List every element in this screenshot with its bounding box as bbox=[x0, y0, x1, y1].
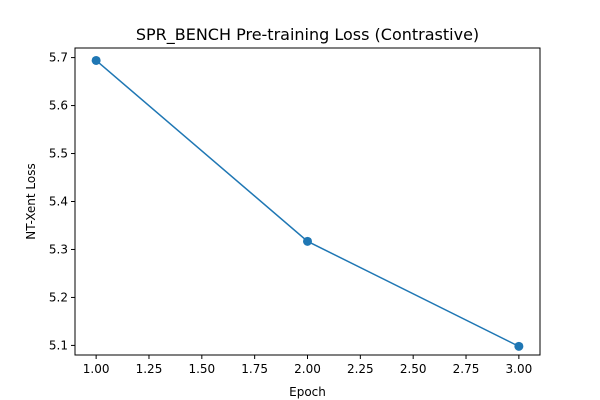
x-axis: 1.00 1.25 1.50 1.75 2.00 2.25 2.50 2.75 3.00 bbox=[83, 355, 532, 376]
plot-area-frame bbox=[74, 47, 541, 356]
data-point-marker bbox=[91, 55, 101, 65]
x-tick-label: 1.50 bbox=[188, 362, 215, 376]
y-axis: 5.1 5.2 5.3 5.4 5.5 5.6 5.7 bbox=[49, 51, 75, 352]
x-tick-label: 2.25 bbox=[347, 362, 374, 376]
data-point-marker bbox=[514, 341, 524, 351]
x-tick-label: 2.75 bbox=[453, 362, 480, 376]
series-line bbox=[95, 59, 520, 348]
y-tick-label: 5.3 bbox=[49, 242, 68, 256]
y-tick-label: 5.2 bbox=[49, 290, 68, 304]
x-axis-label: Epoch bbox=[289, 385, 326, 399]
data-point-marker bbox=[303, 236, 312, 246]
x-tick-label: 2.50 bbox=[400, 362, 427, 376]
x-tick-label: 1.00 bbox=[83, 362, 110, 376]
y-axis-label: NT-Xent Loss bbox=[24, 163, 38, 239]
x-tick-label: 1.25 bbox=[136, 362, 163, 376]
y-tick-label: 5.6 bbox=[49, 99, 68, 113]
chart-title: SPR_BENCH Pre-training Loss (Contrastive… bbox=[136, 25, 479, 45]
x-tick-label: 3.00 bbox=[506, 362, 533, 376]
y-tick-label: 5.1 bbox=[49, 338, 68, 352]
x-tick-label: 2.00 bbox=[294, 362, 321, 376]
x-tick-label: 1.75 bbox=[241, 362, 268, 376]
y-tick-label: 5.7 bbox=[49, 51, 68, 65]
series-layer bbox=[91, 55, 524, 351]
y-tick-label: 5.5 bbox=[49, 147, 68, 161]
y-tick-label: 5.4 bbox=[49, 195, 68, 209]
